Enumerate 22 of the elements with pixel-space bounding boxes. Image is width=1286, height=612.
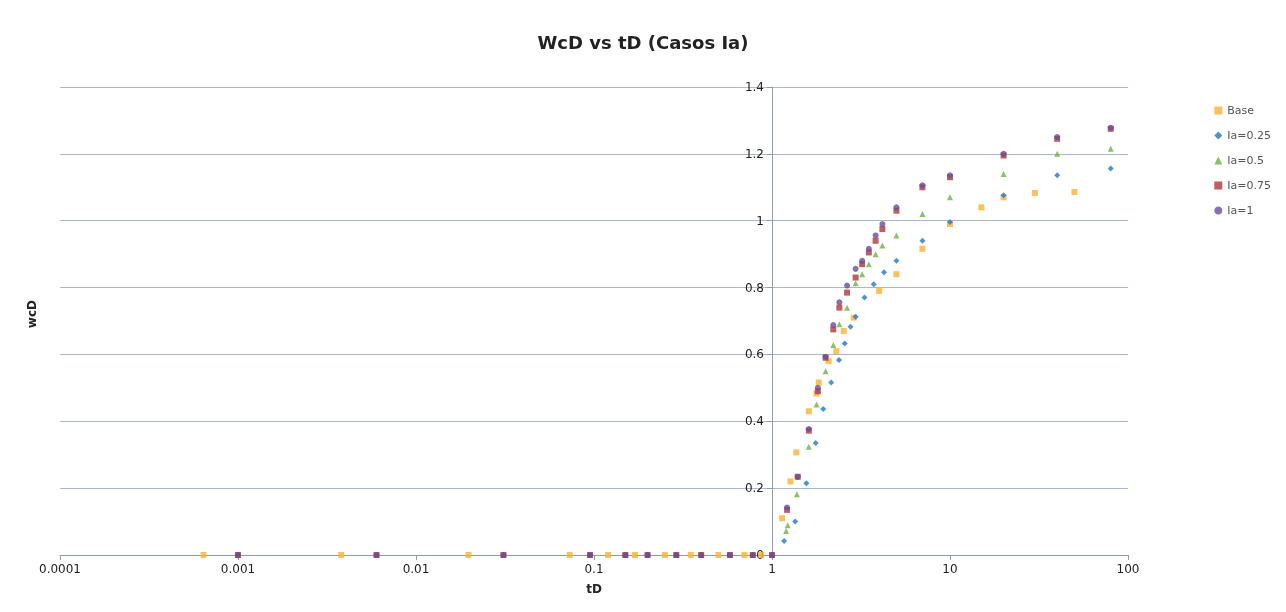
x-tick-label: 0.001: [220, 562, 256, 576]
y-tick-label: 0.8: [744, 280, 764, 295]
legend-label: Ia=0.25: [1227, 129, 1272, 142]
y-tick-label: 0.4: [744, 414, 764, 429]
x-tick-label: 0.1: [584, 562, 604, 576]
x-tick-label: 0.0001: [39, 562, 81, 576]
legend-label: Ia=1: [1227, 204, 1254, 217]
x-tick-label: 0.01: [402, 562, 430, 576]
x-tick-label: 100: [1116, 562, 1140, 576]
x-tick-label: 10: [942, 562, 958, 576]
legend-label: Base: [1227, 104, 1255, 117]
x-axis-title: tD: [586, 582, 602, 596]
legend-label: Ia=0.5: [1227, 154, 1265, 167]
y-tick-label: 1.2: [744, 146, 764, 161]
y-axis-title: wcD: [25, 299, 39, 329]
y-tick-label: 1: [756, 213, 764, 228]
y-tick-label: 1.4: [744, 80, 764, 94]
legend-label: Ia=0.75: [1227, 179, 1272, 192]
y-tick-label: 0.2: [744, 481, 764, 496]
y-tick-label: 0.6: [744, 347, 764, 362]
x-tick-label: 1: [768, 562, 776, 576]
chart-title: WcD vs tD (Casos Ia): [537, 31, 749, 53]
